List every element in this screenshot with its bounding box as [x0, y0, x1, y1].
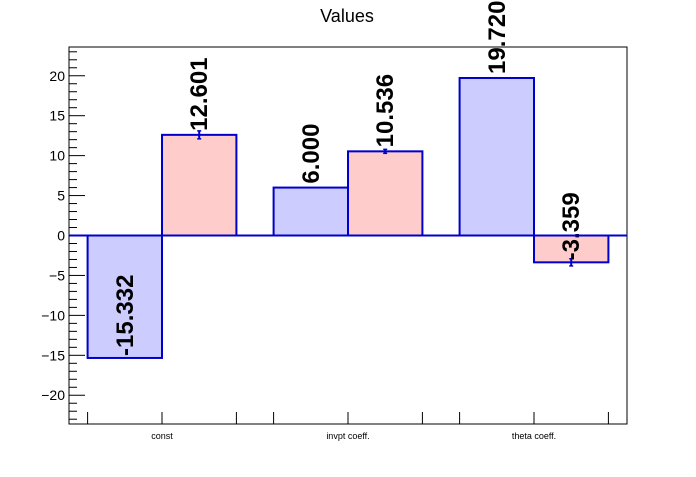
bar [272, 186, 350, 237]
bar-value-label: 10.536 [372, 74, 399, 147]
x-category-label: invpt coeff. [326, 431, 369, 441]
bar [161, 133, 238, 237]
bar-value-label: 19.720 [484, 1, 511, 74]
plot-area: −20 −15 −10 −5 0 5 10 15 20 const invpt coeff. thet… [41, 1, 628, 441]
y-tick-label: 20 [49, 68, 65, 84]
bar [533, 234, 610, 264]
y-tick-label: 5 [57, 188, 65, 204]
bar-value-label: -15.332 [112, 275, 139, 356]
bar-value-label: -3.359 [558, 192, 585, 260]
bar-value-label: 12.601 [186, 57, 213, 130]
bar [347, 150, 424, 237]
x-category-label: theta coeff. [512, 431, 556, 441]
y-tick-label: −10 [41, 307, 65, 323]
y-tick-label: −15 [41, 347, 65, 363]
y-tick-label: 15 [49, 108, 65, 124]
x-category-label: const [151, 431, 173, 441]
bar-value-label: 6.000 [298, 124, 325, 184]
chart-title: Values [320, 6, 374, 26]
y-tick-label: −20 [41, 387, 65, 403]
y-tick-label: 10 [49, 148, 65, 164]
y-tick-label: 0 [57, 228, 65, 244]
y-tick-label: −5 [49, 267, 65, 283]
bar [86, 234, 163, 359]
bar [458, 76, 536, 237]
